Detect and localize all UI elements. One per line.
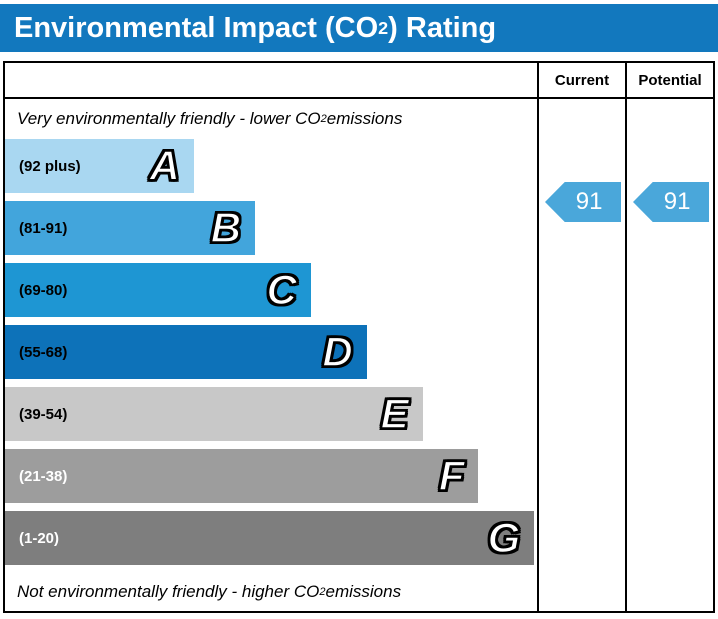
top-caption-subscript: 2 [320,113,327,125]
current-rating-column: 91 [537,99,625,611]
rating-bands-column: Very environmentally friendly - lower CO… [5,99,537,611]
header-spacer [5,63,537,97]
band-f: (21-38) F [5,449,479,503]
current-column-header: Current [537,63,625,97]
band-row-g: (1-20) G [5,511,537,573]
band-d-range: (55-68) [19,343,68,361]
chart-header-row: Current Potential [5,63,713,99]
band-f-letter: F [438,451,465,500]
potential-rating-column: 91 [625,99,713,611]
band-row-e: (39-54) E [5,387,537,449]
chart-body: Very environmentally friendly - lower CO… [5,99,713,611]
potential-rating-value: 91 [663,188,691,215]
band-row-d: (55-68) D [5,325,537,387]
band-row-a: (92 plus) A [5,139,537,201]
potential-column-header: Potential [625,63,713,97]
bottom-caption: Not environmentally friendly - higher CO… [5,573,537,611]
current-rating-value: 91 [575,188,603,215]
band-e: (39-54) E [5,387,423,441]
band-g: (1-20) G [5,511,535,565]
band-d-letter: D [322,327,354,376]
band-row-f: (21-38) F [5,449,537,511]
band-a: (92 plus) A [5,139,194,193]
bottom-caption-suffix: emissions [325,582,402,601]
band-g-letter: G [487,513,521,562]
band-a-range: (92 plus) [19,157,81,175]
band-g-range: (1-20) [19,529,60,547]
band-c-range: (69-80) [19,281,68,299]
environmental-impact-rating-chart: Current Potential Very environmentally f… [3,61,715,613]
band-e-letter: E [380,389,410,438]
band-d: (55-68) D [5,325,367,379]
current-rating-arrow: 91 [545,182,621,222]
page-title-subscript: 2 [378,17,389,38]
top-caption-text: Very environmentally friendly - lower CO [17,109,321,128]
page-title-suffix: ) Rating [388,11,497,44]
page-title-text: Environmental Impact (CO [14,11,379,44]
band-b: (81-91) B [5,201,256,255]
bottom-caption-text: Not environmentally friendly - higher CO [17,582,320,601]
band-f-range: (21-38) [19,467,68,485]
band-a-letter: A [149,141,181,190]
band-row-b: (81-91) B [5,201,537,263]
band-c: (69-80) C [5,263,311,317]
band-c-letter: C [266,265,298,314]
top-caption-suffix: emissions [326,109,403,128]
band-b-range: (81-91) [19,219,68,237]
band-b-letter: B [210,203,242,252]
band-e-range: (39-54) [19,405,68,423]
top-caption: Very environmentally friendly - lower CO… [5,99,537,139]
band-row-c: (69-80) C [5,263,537,325]
bottom-caption-subscript: 2 [319,586,326,598]
page-title: Environmental Impact (CO 2) Rating [0,4,718,52]
potential-rating-arrow: 91 [633,182,709,222]
